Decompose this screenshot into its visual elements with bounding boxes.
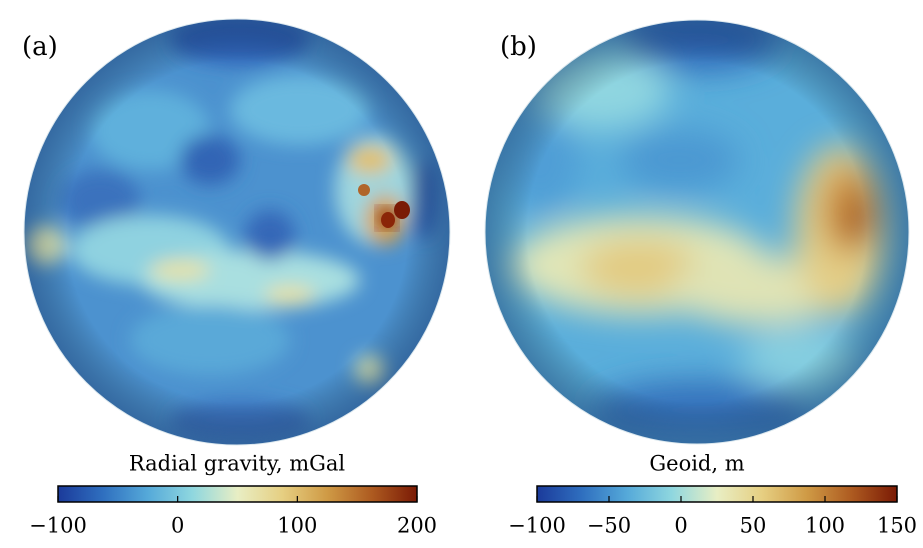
colorbar: [536, 485, 898, 503]
colorbar-tick-label: −100: [29, 514, 87, 538]
colorbar-tick-label: 0: [171, 514, 184, 538]
colorbar-tick-label: −50: [587, 514, 631, 538]
colorbar-tick-label: −100: [508, 514, 566, 538]
colorbar-tick-label: 100: [277, 514, 317, 538]
colorbar-tick-label: 150: [877, 514, 917, 538]
colorbar-title: Geoid, m: [649, 452, 744, 476]
panel-label: (a): [22, 32, 58, 62]
globe-gravity: [24, 19, 450, 445]
colorbar: [57, 485, 418, 503]
colorbar-tick-label: 0: [674, 514, 687, 538]
colorbar-tick-label: 200: [397, 514, 437, 538]
colorbar-tick-label: 100: [805, 514, 845, 538]
globe-outline: [23, 18, 451, 446]
panel-label: (b): [500, 32, 537, 62]
globe-geoid: [485, 20, 909, 444]
globe-outline: [484, 19, 910, 445]
colorbar-tick-label: 50: [740, 514, 767, 538]
colorbar-title: Radial gravity, mGal: [129, 452, 346, 476]
